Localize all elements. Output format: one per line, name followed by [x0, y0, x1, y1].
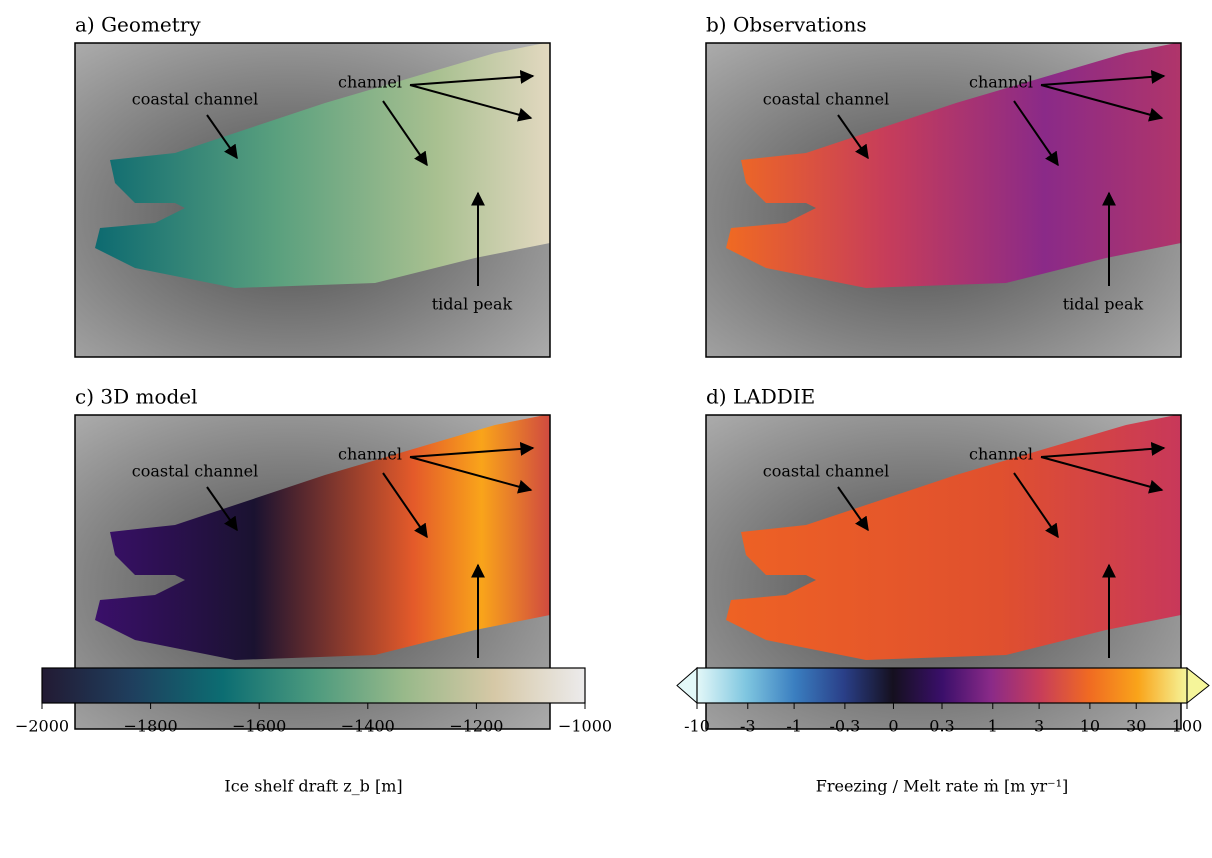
annotation: channel	[969, 73, 1033, 92]
colorbar-label: Freezing / Melt rate ṁ [m yr⁻¹]	[816, 777, 1069, 796]
colorbar-tick-label: −2000	[15, 717, 69, 736]
figure: a) Geometry coastal channel channel tidal p…	[0, 0, 1212, 854]
annotation: coastal channel	[132, 462, 259, 481]
panel-title: a) Geometry	[75, 13, 201, 37]
panel-title: b) Observations	[706, 13, 867, 37]
colorbar-tick-label: −1600	[232, 717, 286, 736]
colorbar-tick-label: 1	[988, 717, 998, 736]
colorbar-tick-label: -10	[684, 717, 710, 736]
colorbar	[697, 668, 1187, 703]
colorbar-tick-label: −1800	[124, 717, 178, 736]
colorbar-tick-label: −1400	[341, 717, 395, 736]
colorbar-tick-label: 3	[1034, 717, 1044, 736]
colorbar-tick-label: 30	[1126, 717, 1146, 736]
colorbar-extension	[677, 668, 697, 703]
colorbar-tick-label: 0.3	[929, 717, 954, 736]
annotation: coastal channel	[132, 90, 259, 109]
colorbar	[42, 668, 585, 703]
colorbar-tick-label: -0.3	[829, 717, 860, 736]
colorbar-tick-label: 100	[1172, 717, 1203, 736]
annotation: tidal peak	[1063, 295, 1144, 314]
colorbar-tick-label: −1000	[558, 717, 612, 736]
annotation: channel	[338, 445, 402, 464]
map-panel: coastal channel channel tidal peak	[75, 43, 550, 357]
colorbar-label: Ice shelf draft z_b [m]	[224, 777, 402, 796]
colorbar-tick-label: 10	[1080, 717, 1100, 736]
annotation: channel	[969, 445, 1033, 464]
annotation: coastal channel	[763, 90, 890, 109]
colorbar-extension	[1187, 668, 1209, 703]
panel-title: d) LADDIE	[706, 385, 815, 409]
annotation: coastal channel	[763, 462, 890, 481]
annotation: channel	[338, 73, 402, 92]
colorbar-tick-label: -3	[740, 717, 756, 736]
annotation: tidal peak	[432, 295, 513, 314]
colorbar-tick-label: 0	[888, 717, 898, 736]
colorbar-tick-label: -1	[786, 717, 802, 736]
panel-title: c) 3D model	[75, 385, 198, 409]
colorbar-tick-label: −1200	[449, 717, 503, 736]
map-panel: coastal channel channel tidal peak	[706, 43, 1181, 357]
